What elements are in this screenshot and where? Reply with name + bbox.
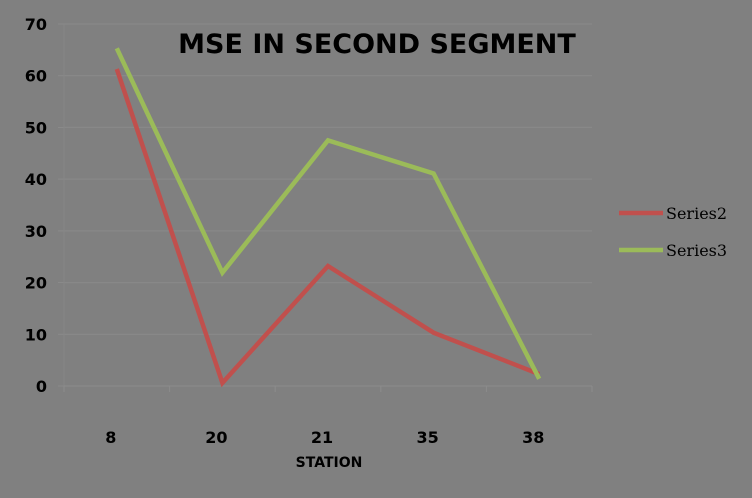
chart-title: MSE IN SECOND SEGMENT	[178, 29, 576, 60]
series-line-series2	[114, 68, 541, 388]
legend-label: Series3	[666, 241, 727, 260]
x-tick-label: 38	[522, 428, 544, 447]
y-axis-tick-labels: 0 10 20 30 40 50 60 70	[25, 15, 47, 396]
series-lines	[114, 47, 542, 388]
y-tick-label: 50	[25, 118, 47, 137]
legend-item: Series2	[619, 204, 727, 223]
legend-label: Series2	[666, 204, 727, 223]
legend-item: Series3	[619, 241, 727, 260]
x-tick-label: 8	[105, 428, 116, 447]
y-tick-label: 30	[25, 222, 47, 241]
series-line-series3	[114, 47, 542, 380]
legend: Series2 Series3	[619, 204, 727, 260]
x-axis	[63, 24, 593, 392]
x-axis-tick-labels: 8 20 21 35 38	[105, 428, 544, 447]
x-tick-label: 35	[416, 428, 438, 447]
y-tick-label: 10	[25, 325, 47, 344]
gridlines	[58, 23, 592, 387]
y-tick-label: 60	[25, 67, 47, 86]
y-tick-label: 70	[25, 15, 47, 34]
y-tick-label: 20	[25, 274, 47, 293]
x-axis-title: STATION	[296, 455, 363, 471]
y-tick-label: 40	[25, 170, 47, 189]
x-tick-label: 20	[205, 428, 227, 447]
x-tick-label: 21	[311, 428, 333, 447]
y-tick-label: 0	[36, 377, 47, 396]
